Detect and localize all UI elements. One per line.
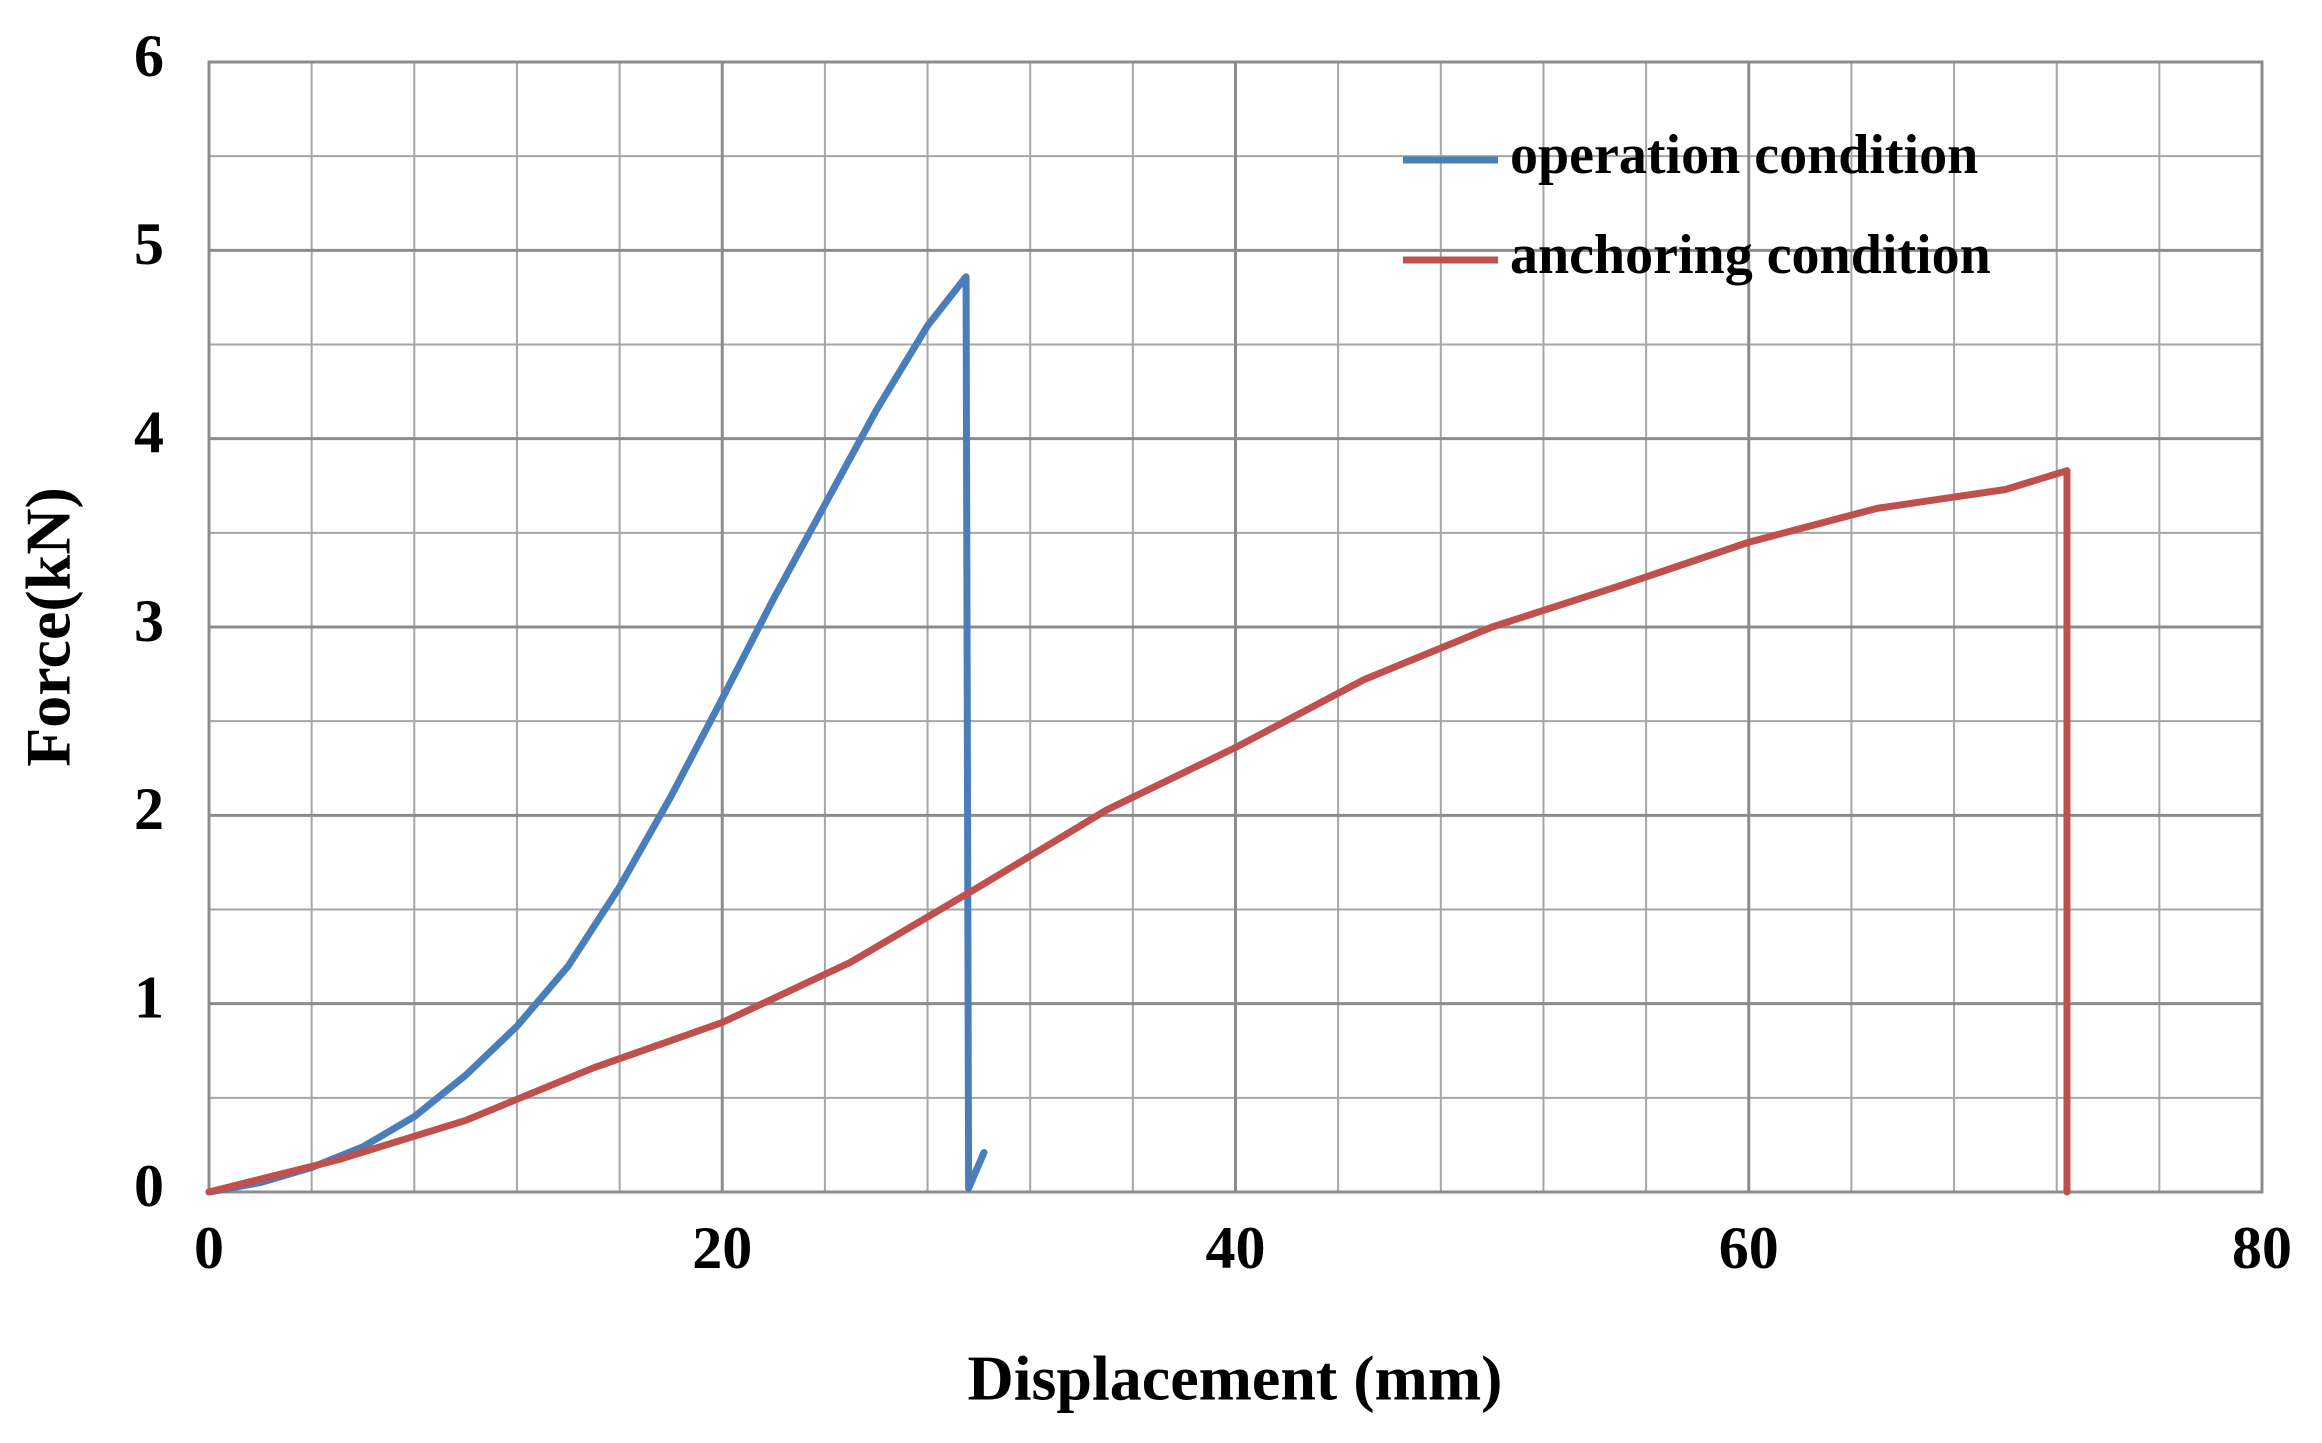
x-tick-label: 0 — [194, 1215, 224, 1281]
plot-frame — [207, 60, 2264, 1194]
x-tick-label: 60 — [1719, 1215, 1779, 1281]
legend-label: operation condition — [1510, 124, 1978, 186]
x-tick-label: 80 — [2232, 1215, 2292, 1281]
x-axis-title: Displacement (mm) — [968, 1343, 1503, 1414]
y-tick-label: 3 — [134, 588, 164, 654]
y-tick-label: 1 — [134, 964, 164, 1030]
y-tick-label: 5 — [134, 211, 164, 277]
x-tick-label: 20 — [692, 1215, 752, 1281]
data-line — [205, 467, 2071, 1196]
data-line — [205, 273, 988, 1196]
y-tick-label: 0 — [134, 1153, 164, 1219]
y-tick-label: 6 — [134, 23, 164, 89]
x-tick-label: 40 — [1206, 1215, 1266, 1281]
legend-label: anchoring condition — [1510, 224, 1991, 286]
y-tick-label: 2 — [134, 776, 164, 842]
y-tick-label: 4 — [134, 399, 164, 465]
y-axis-title: Force(kN) — [13, 487, 84, 767]
